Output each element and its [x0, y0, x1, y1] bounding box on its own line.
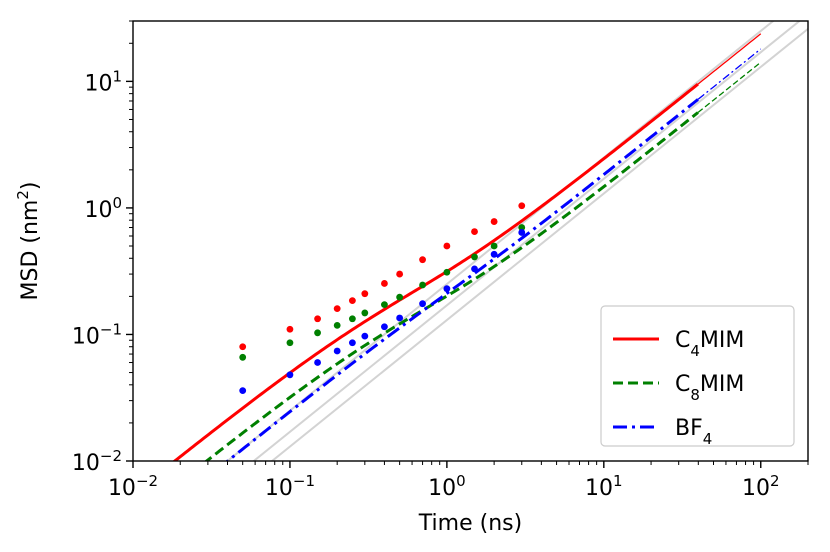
y-tick-label-1: 10−2 — [72, 447, 122, 476]
y-tick-label-4-base: 10 — [84, 71, 112, 96]
data-point-bf4-1 — [239, 387, 247, 395]
x-tick-label-3: 100 — [428, 472, 466, 501]
x-tick-label-4: 101 — [585, 472, 623, 501]
legend-label-c8mim-pre: C — [675, 372, 690, 397]
series-tail-c8mim — [697, 61, 762, 114]
data-point-c8mim-13 — [518, 224, 526, 231]
data-point-c4mim-10 — [443, 242, 451, 250]
legend-label-c4mim: C4MIM — [675, 328, 744, 360]
x-tick-label-3-base: 10 — [428, 476, 456, 501]
legend-label-c4mim-post: MIM — [700, 328, 744, 353]
data-point-c4mim-7 — [381, 280, 388, 287]
data-point-c4mim-6 — [361, 290, 369, 298]
y-tick-label-2-exp: −1 — [100, 320, 122, 338]
x-tick-label-1-base: 10 — [108, 476, 136, 501]
data-point-bf4-5 — [348, 339, 356, 347]
data-point-c4mim-4 — [333, 305, 341, 313]
data-point-bf4-3 — [314, 359, 321, 366]
x-tick-label-5: 102 — [742, 472, 780, 501]
data-point-c4mim-5 — [348, 297, 356, 305]
data-point-c8mim-11 — [471, 253, 478, 261]
x-tick-label-5-base: 10 — [742, 476, 770, 501]
data-point-c8mim-3 — [314, 329, 321, 337]
data-point-c8mim-10 — [443, 268, 451, 276]
x-tick-label-4-base: 10 — [585, 476, 613, 501]
data-point-c8mim-7 — [381, 301, 388, 309]
series-tail-bf4 — [697, 48, 762, 100]
series-layer — [172, 33, 762, 461]
y-axis-label-close: ) — [18, 182, 43, 191]
legend-label-c4mim-pre: C — [675, 328, 690, 353]
x-tick-label-1: 10−2 — [108, 472, 158, 501]
data-point-c8mim-4 — [333, 321, 341, 329]
reference-line-3 — [270, 28, 808, 461]
data-point-c4mim-12 — [490, 218, 498, 225]
series-tail-c4mim — [697, 33, 762, 85]
data-point-bf4-11 — [471, 265, 478, 273]
data-point-c4mim-1 — [239, 343, 247, 351]
x-axis-label: Time (ns) — [418, 511, 522, 536]
series-line-bf4 — [225, 98, 699, 461]
data-point-c4mim-2 — [286, 325, 294, 333]
y-tick-label-2: 10−1 — [72, 320, 122, 349]
legend-label-c8mim: C8MIM — [675, 372, 744, 404]
data-point-c8mim-6 — [361, 309, 369, 317]
data-point-c8mim-8 — [396, 293, 404, 301]
data-point-c8mim-5 — [348, 315, 356, 323]
legend-label-c4mim-sub: 4 — [690, 342, 700, 360]
x-tick-label-1-exp: −2 — [136, 472, 158, 490]
legend-label-c8mim-post: MIM — [700, 372, 744, 397]
plot-frame — [132, 20, 809, 462]
data-point-bf4-12 — [490, 250, 498, 258]
data-point-c4mim-8 — [396, 270, 404, 278]
y-axis-label: MSD (nm2) — [14, 182, 43, 301]
y-tick-label-1-exp: −2 — [100, 447, 122, 465]
data-point-c4mim-13 — [518, 202, 526, 210]
data-point-bf4-4 — [333, 347, 341, 355]
legend-label-c8mim-sub: 8 — [690, 386, 700, 404]
data-point-c4mim-9 — [419, 256, 426, 264]
x-tick-label-2: 10−1 — [265, 472, 315, 501]
data-point-c8mim-1 — [239, 353, 247, 361]
legend-label-bf4: BF4 — [675, 416, 712, 448]
legend-box — [600, 305, 795, 447]
data-point-bf4-7 — [381, 323, 388, 331]
data-point-bf4-13 — [518, 229, 526, 236]
y-tick-label-3-base: 10 — [84, 198, 112, 223]
x-tick-label-5-exp: 2 — [770, 472, 780, 490]
reference-line-2 — [252, 21, 802, 461]
x-tick-label-2-exp: −1 — [293, 472, 315, 490]
x-tick-label-2-base: 10 — [265, 476, 293, 501]
data-point-bf4-10 — [443, 285, 451, 293]
data-point-c8mim-2 — [286, 339, 294, 347]
y-tick-label-4: 101 — [84, 67, 122, 96]
data-point-c4mim-3 — [314, 315, 321, 323]
data-point-c4mim-11 — [471, 228, 478, 235]
y-tick-label-3: 100 — [84, 194, 122, 223]
x-tick-label-4-exp: 1 — [613, 472, 623, 490]
y-tick-label-3-exp: 0 — [112, 194, 122, 212]
y-tick-label-2-base: 10 — [72, 324, 100, 349]
series-line-c4mim — [172, 82, 699, 461]
y-tick-label-1-base: 10 — [72, 451, 100, 476]
y-tick-label-4-exp: 1 — [112, 67, 122, 85]
y-axis-label-main: MSD (nm — [18, 200, 43, 301]
data-point-c8mim-12 — [490, 242, 498, 250]
data-point-c8mim-9 — [419, 281, 426, 289]
data-point-bf4-2 — [286, 371, 294, 379]
x-tick-label-3-exp: 0 — [456, 472, 466, 490]
legend-label-bf4-pre: BF — [675, 416, 703, 441]
legend-label-bf4-sub: 4 — [703, 430, 713, 448]
data-point-bf4-9 — [419, 300, 426, 308]
y-axis-label-sup: 2 — [14, 190, 32, 200]
data-point-bf4-6 — [361, 332, 369, 340]
data-point-bf4-8 — [396, 314, 404, 322]
